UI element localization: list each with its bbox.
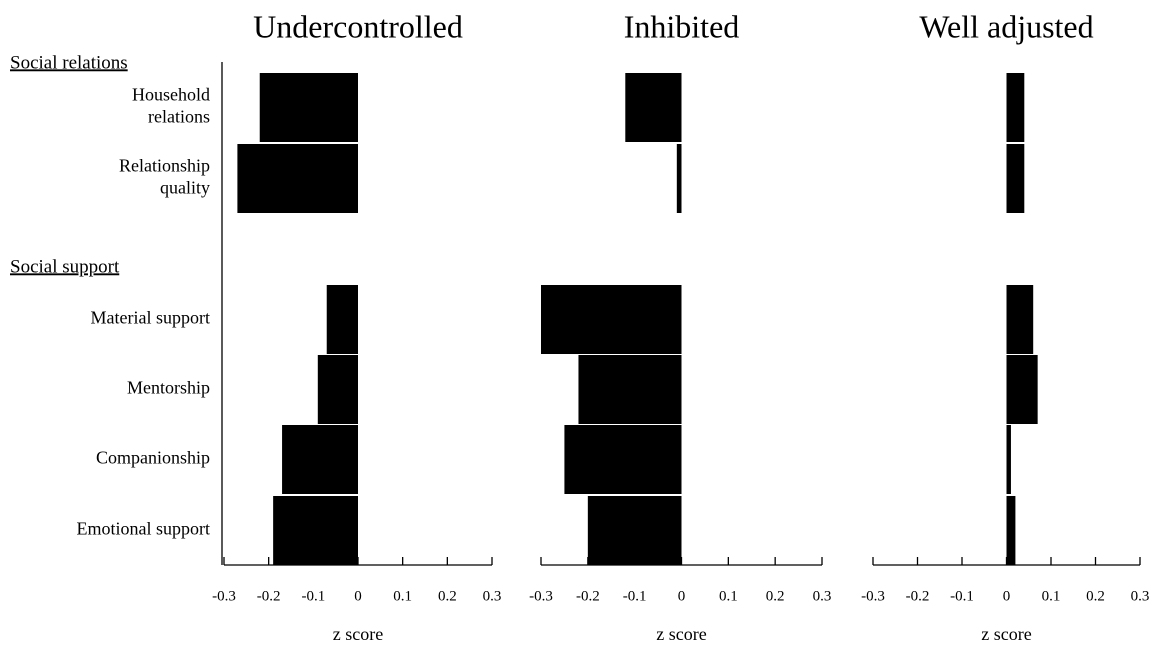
category-label: Material support <box>91 308 210 328</box>
panel-title: Well adjusted <box>919 8 1093 44</box>
panel-title: Undercontrolled <box>253 8 463 44</box>
x-axis-label: z score <box>981 624 1031 644</box>
label-line: quality <box>160 178 210 198</box>
bar <box>1006 496 1016 565</box>
label-line: Relationship <box>119 156 210 176</box>
x-tick-label: 0.2 <box>438 588 457 604</box>
x-tick-label: -0.3 <box>529 588 553 604</box>
x-tick-label: -0.2 <box>576 588 600 604</box>
x-tick-label: 0 <box>1003 588 1011 604</box>
bar <box>587 496 682 565</box>
bar <box>317 355 358 424</box>
bar <box>541 285 682 354</box>
x-tick-label: 0.1 <box>393 588 412 604</box>
bar <box>273 496 358 565</box>
x-tick-label: -0.2 <box>906 588 930 604</box>
category-label: Companionship <box>96 448 210 468</box>
x-tick-label: 0.3 <box>483 588 502 604</box>
bar <box>564 425 682 494</box>
group-heading: Social support <box>10 256 120 277</box>
bar <box>676 144 682 213</box>
category-label: Emotional support <box>77 519 211 539</box>
x-tick-label: 0 <box>678 588 686 604</box>
label-line: relations <box>148 107 210 127</box>
x-tick-label: -0.3 <box>212 588 236 604</box>
x-axis-label: z score <box>656 624 706 644</box>
bar <box>259 73 358 142</box>
x-tick-label: 0.3 <box>813 588 832 604</box>
bar <box>1006 73 1025 142</box>
bar <box>1006 355 1038 424</box>
x-tick-label: 0.2 <box>766 588 785 604</box>
bar <box>1006 285 1034 354</box>
panel-title: Inhibited <box>624 8 740 44</box>
bar <box>578 355 682 424</box>
x-tick-label: 0.1 <box>1042 588 1061 604</box>
category-label: Relationship quality <box>119 156 210 198</box>
x-tick-label: 0.2 <box>1086 588 1105 604</box>
x-tick-label: 0.3 <box>1131 588 1150 604</box>
bar <box>326 285 358 354</box>
x-axis-label: z score <box>333 624 383 644</box>
x-tick-label: -0.3 <box>861 588 885 604</box>
bar <box>282 425 358 494</box>
group-heading: Social relations <box>10 52 128 73</box>
bar <box>237 144 358 213</box>
label-line: Household <box>132 85 210 105</box>
x-tick-label: 0 <box>354 588 362 604</box>
bar <box>1006 425 1011 494</box>
x-tick-label: -0.1 <box>623 588 647 604</box>
bar <box>1006 144 1025 213</box>
x-tick-label: 0.1 <box>719 588 738 604</box>
category-label: Mentorship <box>127 378 210 398</box>
category-label: Household relations <box>132 85 210 127</box>
x-tick-label: -0.1 <box>301 588 325 604</box>
x-tick-label: -0.2 <box>257 588 281 604</box>
x-tick-label: -0.1 <box>950 588 974 604</box>
bar <box>625 73 682 142</box>
